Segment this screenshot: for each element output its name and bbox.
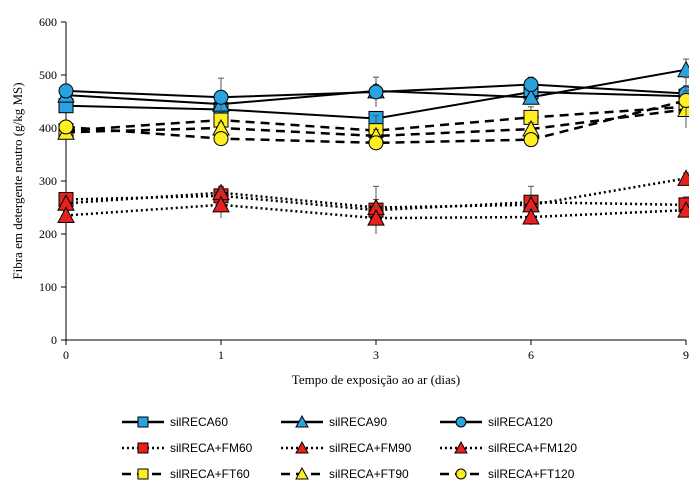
legend-item: silRECA+FT120 — [440, 467, 575, 481]
legend-item: silRECA+FM60 — [122, 441, 253, 455]
legend-marker — [455, 468, 467, 480]
data-point — [58, 83, 74, 99]
x-tick-label: 0 — [63, 348, 69, 362]
legend-marker — [455, 416, 467, 428]
legend-marker — [454, 440, 468, 454]
legend-item: silRECA+FT60 — [122, 467, 250, 481]
y-tick-label: 600 — [39, 15, 57, 29]
legend-item: silRECA90 — [281, 414, 387, 429]
data-point — [523, 132, 539, 148]
legend-marker — [137, 468, 149, 480]
data-point — [213, 131, 229, 147]
legend-marker — [295, 466, 309, 480]
series-silRECA+FT120 — [58, 76, 689, 151]
legend-item: silRECA60 — [122, 415, 228, 429]
legend-label: silRECA90 — [329, 415, 387, 429]
x-axis-title: Tempo de exposição ao ar (dias) — [292, 372, 460, 387]
series-line — [65, 108, 687, 138]
legend-label: silRECA120 — [488, 415, 553, 429]
data-point — [212, 195, 230, 213]
data-point — [522, 88, 540, 105]
legend-label: silRECA+FM60 — [170, 441, 253, 455]
y-tick-label: 0 — [51, 333, 57, 347]
legend-label: silRECA+FT60 — [170, 467, 250, 481]
legend-label: silRECA+FT120 — [488, 467, 575, 481]
legend-label: silRECA+FM120 — [488, 441, 577, 455]
data-point — [58, 119, 74, 135]
series-silRECA120 — [58, 76, 689, 117]
y-axis-title: Fibra em detergente neutro (g/kg MS) — [10, 82, 25, 279]
x-tick-label: 9 — [683, 348, 689, 362]
x-tick-label: 3 — [373, 348, 379, 362]
legend-marker — [295, 440, 309, 454]
data-point — [677, 201, 689, 218]
data-point — [213, 89, 229, 105]
x-tick-label: 1 — [218, 348, 224, 362]
data-point — [677, 169, 689, 186]
data-point — [677, 60, 689, 78]
data-point — [522, 207, 540, 225]
data-point — [368, 135, 384, 151]
y-tick-label: 200 — [39, 227, 57, 241]
legend-label: silRECA60 — [170, 415, 228, 429]
y-tick-label: 500 — [39, 68, 57, 82]
data-point — [368, 84, 384, 100]
y-tick-label: 400 — [39, 121, 57, 135]
plot-area: 0 100 200 300 400 500 600 0 1 3 6 9 — [39, 15, 689, 362]
legend-marker — [295, 414, 309, 428]
data-point — [367, 209, 385, 226]
legend-label: silRECA+FT90 — [329, 467, 409, 481]
data-point — [523, 77, 539, 93]
legend-item: silRECA120 — [440, 415, 553, 429]
y-tick-label: 300 — [39, 174, 57, 188]
legend-label: silRECA+FM90 — [329, 441, 412, 455]
legend-item: silRECA+FM120 — [440, 440, 577, 455]
y-tick-label: 100 — [39, 280, 57, 294]
data-point — [57, 206, 75, 223]
series-silRECA+FM120 — [57, 191, 689, 229]
legend-item: silRECA+FM90 — [281, 440, 412, 455]
series-line — [65, 105, 687, 132]
series-line — [65, 99, 687, 145]
legend-marker — [137, 442, 149, 454]
legend: silRECA60 silRECA90 silRECA120 silRECA+FM60… — [122, 414, 577, 481]
legend-item: silRECA+FT90 — [281, 466, 409, 481]
legend-marker — [137, 416, 149, 428]
data-point — [678, 92, 689, 108]
x-tick-label: 6 — [528, 348, 534, 362]
